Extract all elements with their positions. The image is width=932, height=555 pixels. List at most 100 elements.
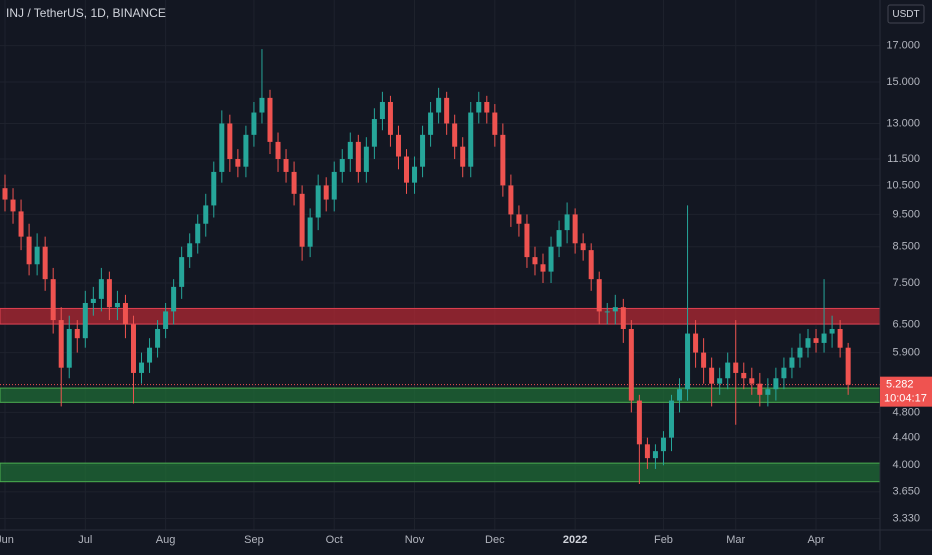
candle-body <box>363 146 369 172</box>
currency-label[interactable]: USDT <box>892 9 919 20</box>
candle-body <box>701 352 707 368</box>
candle-body <box>757 383 763 395</box>
candle-body <box>122 302 128 325</box>
candle-body <box>428 112 434 135</box>
candle-body <box>548 246 554 272</box>
candle-body <box>476 101 482 113</box>
candle-body <box>18 211 24 237</box>
candle-body <box>10 199 16 212</box>
currency-box[interactable] <box>887 4 925 24</box>
candle-body <box>580 243 586 251</box>
candle-body <box>347 141 353 160</box>
y-tick-label: 9.500 <box>892 208 920 220</box>
y-tick-label: 4.000 <box>892 459 920 471</box>
candle-body <box>668 400 674 438</box>
x-tick-label: 2022 <box>563 534 587 546</box>
last-price-box <box>880 376 932 407</box>
candle-body <box>444 97 450 124</box>
candle-body <box>50 279 56 321</box>
candle-body <box>331 171 337 200</box>
candle-body <box>749 378 755 384</box>
candle-body <box>412 166 418 183</box>
x-tick-label: Jun <box>0 534 14 546</box>
candle-body <box>283 159 289 172</box>
candle-body <box>709 367 715 384</box>
candle-body <box>355 141 361 172</box>
candle-body <box>195 223 201 244</box>
y-tick-label: 11.500 <box>887 153 920 165</box>
candle-body <box>420 134 426 167</box>
candle-body <box>275 141 281 160</box>
y-tick-label: 6.500 <box>892 318 920 330</box>
candle-body <box>436 97 442 113</box>
candle-body <box>612 307 618 312</box>
candle-body <box>500 134 506 186</box>
y-tick-label: 13.000 <box>886 117 920 129</box>
candle-body <box>187 243 193 258</box>
y-tick-label: 4.400 <box>892 432 920 444</box>
candle-body <box>251 112 257 135</box>
candle-body <box>468 112 474 167</box>
candle-body <box>315 185 321 218</box>
candle-body <box>845 347 851 385</box>
candle-body <box>677 389 683 401</box>
candle-body <box>628 328 634 401</box>
candle-body <box>2 188 8 200</box>
candle-body <box>42 246 48 280</box>
candle-body <box>452 123 458 147</box>
candle-body <box>26 236 32 265</box>
candle-body <box>524 223 530 258</box>
candle-body <box>227 123 233 160</box>
symbol-title: INJ / TetherUS, 1D, BINANCE <box>6 6 166 20</box>
candle-body <box>371 119 377 147</box>
y-tick-label: 4.800 <box>892 406 920 418</box>
candle-body <box>789 357 795 368</box>
x-tick-label: Oct <box>326 534 343 546</box>
axes: 3.330 3.650 4.000 4.400 4.800 5.900 6.500 7.500… <box>0 40 932 546</box>
candle-body <box>171 286 177 312</box>
candle-body <box>299 193 305 247</box>
countdown-label: 10:04:17 <box>884 393 927 405</box>
candle-body <box>596 279 602 312</box>
y-tick-label: 7.500 <box>892 277 920 289</box>
candle-body <box>163 311 169 329</box>
candle-body <box>82 302 88 339</box>
candle-body <box>323 185 329 200</box>
candle-body <box>652 451 658 459</box>
candle-body <box>604 311 610 313</box>
candle-body <box>387 101 393 135</box>
candle-body <box>717 378 723 384</box>
candle-body <box>98 279 104 299</box>
candle-body <box>733 362 739 373</box>
candle-body <box>90 298 96 303</box>
x-tick-label: Jul <box>78 534 92 546</box>
candle-body <box>139 362 145 373</box>
price-zone <box>0 307 881 325</box>
price-zone <box>0 387 881 403</box>
candle-body <box>781 367 787 379</box>
candle-body <box>147 347 153 363</box>
x-tick-label: Apr <box>807 534 824 546</box>
candle-body <box>291 171 297 194</box>
candle-body <box>636 400 642 445</box>
candle-body <box>532 257 538 265</box>
candle-body <box>797 347 803 358</box>
candle-body <box>725 362 731 379</box>
candle-body <box>540 264 546 272</box>
x-tick-label: Mar <box>726 534 745 546</box>
candle-body <box>773 378 779 390</box>
candle-body <box>765 389 771 395</box>
candle-body <box>516 214 522 224</box>
candle-body <box>130 324 136 373</box>
candle-body <box>829 328 835 334</box>
y-tick-label: 17.000 <box>886 40 920 52</box>
candle-body <box>508 185 514 215</box>
x-tick-label: Sep <box>244 534 264 546</box>
candle-body <box>588 250 594 280</box>
candle-body <box>211 171 217 206</box>
y-tick-label: 5.900 <box>892 346 920 358</box>
x-tick-label: Aug <box>156 534 176 546</box>
